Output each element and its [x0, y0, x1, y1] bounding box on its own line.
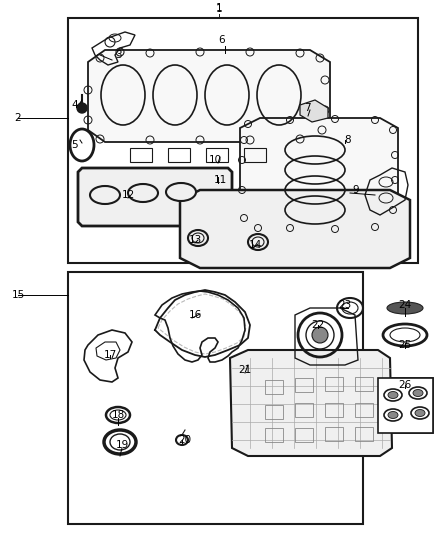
- Text: 23: 23: [339, 300, 352, 310]
- Bar: [206, 148, 228, 162]
- Polygon shape: [240, 118, 398, 230]
- Polygon shape: [300, 100, 328, 122]
- Text: 26: 26: [399, 380, 412, 390]
- Text: 9: 9: [353, 185, 359, 195]
- Text: 2: 2: [15, 113, 21, 123]
- Text: 1: 1: [215, 3, 223, 13]
- Text: 10: 10: [208, 155, 222, 165]
- Text: 13: 13: [188, 235, 201, 245]
- Bar: [265, 380, 283, 394]
- Text: 6: 6: [219, 35, 225, 45]
- Bar: [295, 403, 313, 417]
- Bar: [130, 148, 152, 162]
- Text: 25: 25: [399, 340, 412, 350]
- Text: 21: 21: [238, 365, 251, 375]
- Text: 19: 19: [115, 440, 129, 450]
- Text: 1: 1: [215, 4, 223, 14]
- Text: 8: 8: [345, 135, 351, 145]
- Text: 3: 3: [115, 50, 121, 60]
- Polygon shape: [88, 50, 330, 142]
- Text: 17: 17: [103, 350, 117, 360]
- Text: 5: 5: [72, 140, 78, 150]
- Bar: [325, 377, 343, 391]
- Bar: [295, 378, 313, 392]
- Ellipse shape: [128, 184, 158, 202]
- Text: 4: 4: [72, 100, 78, 110]
- Text: 11: 11: [213, 175, 226, 185]
- Bar: [325, 403, 343, 417]
- Bar: [68, 272, 363, 524]
- Text: 20: 20: [178, 435, 191, 445]
- Ellipse shape: [312, 327, 328, 343]
- Bar: [325, 427, 343, 441]
- Text: 12: 12: [121, 190, 134, 200]
- Ellipse shape: [415, 409, 425, 416]
- Ellipse shape: [388, 392, 398, 399]
- Bar: [244, 148, 266, 162]
- Ellipse shape: [388, 411, 398, 418]
- Polygon shape: [180, 190, 410, 268]
- Polygon shape: [230, 350, 392, 456]
- Bar: [68, 18, 418, 263]
- Ellipse shape: [90, 186, 120, 204]
- Bar: [265, 428, 283, 442]
- Ellipse shape: [387, 302, 423, 314]
- Ellipse shape: [413, 390, 423, 397]
- Bar: [265, 405, 283, 419]
- Text: 16: 16: [188, 310, 201, 320]
- Text: 14: 14: [248, 240, 261, 250]
- Bar: [295, 428, 313, 442]
- Bar: [168, 148, 190, 162]
- Polygon shape: [78, 168, 232, 226]
- Ellipse shape: [166, 183, 196, 201]
- Bar: [378, 378, 433, 433]
- Bar: [355, 377, 373, 391]
- Text: 15: 15: [11, 290, 25, 300]
- Text: 18: 18: [111, 410, 125, 420]
- Bar: [355, 403, 373, 417]
- Bar: [355, 427, 373, 441]
- Text: 24: 24: [399, 300, 412, 310]
- Text: 22: 22: [311, 320, 325, 330]
- Text: 7: 7: [304, 103, 310, 113]
- Circle shape: [77, 103, 87, 113]
- Polygon shape: [96, 342, 120, 360]
- Bar: [378, 378, 433, 433]
